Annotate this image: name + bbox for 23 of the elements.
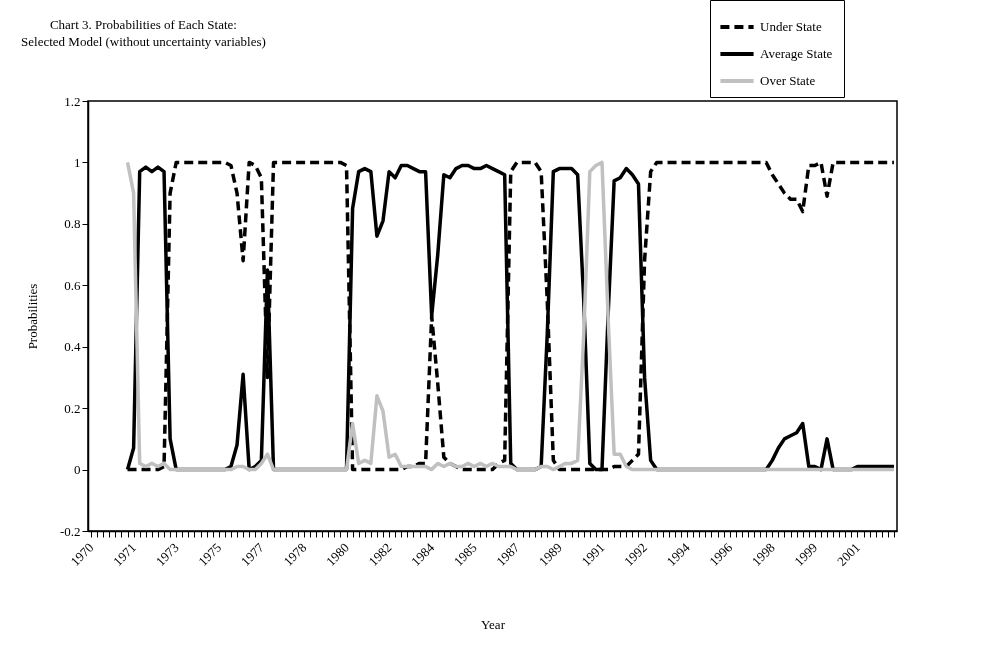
x-tick-label: 2001	[833, 539, 863, 569]
y-tick-label: 0	[74, 462, 81, 478]
y-tick-label: 0.2	[64, 400, 81, 416]
x-tick-label: 1998	[748, 539, 778, 569]
y-tick-label: 1	[74, 154, 81, 170]
chart-subtitle: Selected Model (without uncertainty variables)	[21, 33, 266, 49]
x-tick-label: 1973	[152, 539, 182, 569]
legend-label: Average State	[760, 46, 833, 61]
x-tick-label: 1971	[110, 539, 140, 569]
x-tick-label: 1991	[578, 539, 608, 569]
y-tick-label: 1.2	[64, 93, 81, 109]
x-axis-title: Year	[481, 616, 506, 632]
y-axis-title: Probabilities	[24, 283, 40, 350]
y-tick-label: -0.2	[59, 523, 81, 539]
legend-label: Under State	[760, 19, 822, 34]
y-tick-label: 0.4	[64, 339, 81, 355]
x-tick-label: 1989	[535, 539, 565, 569]
x-tick-label: 1980	[322, 539, 352, 569]
legend-label: Over State	[760, 73, 816, 88]
y-tick-label: 0.6	[64, 277, 81, 293]
y-tick-label: 0.8	[64, 216, 81, 232]
chart-title: Chart 3. Probabilities of Each State:	[49, 16, 237, 32]
x-tick-label: 1999	[791, 539, 821, 569]
